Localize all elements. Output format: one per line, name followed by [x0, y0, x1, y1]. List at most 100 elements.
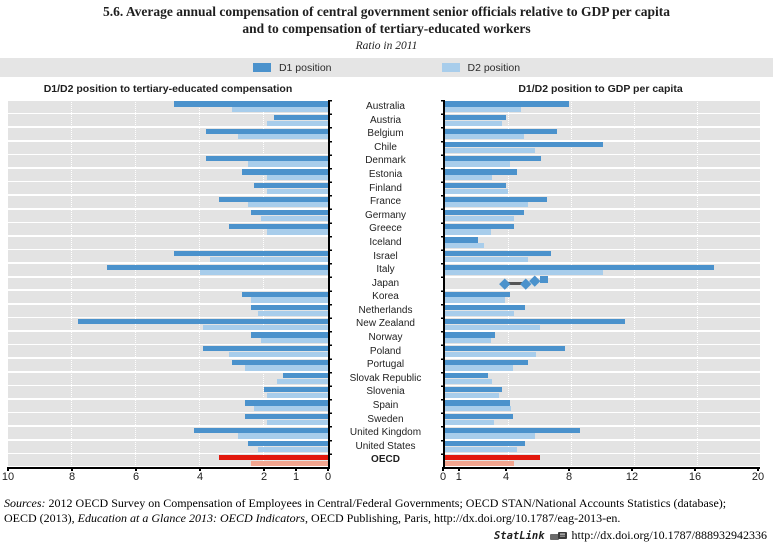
row-band	[8, 141, 328, 154]
axis-tick-label: 2	[260, 471, 268, 483]
bar-d1-sweden	[244, 414, 328, 420]
bar-d1-poland	[203, 346, 328, 352]
bar-d1-norway	[251, 332, 328, 338]
figure-title: 5.6. Average annual compensation of cent…	[0, 4, 773, 38]
bar-d2-korea	[251, 297, 328, 303]
bar-d2-new-zealand	[203, 324, 328, 330]
bar-d1-greece	[445, 223, 515, 229]
bar-d1-estonia	[445, 169, 518, 175]
axis-tick	[135, 467, 137, 471]
bar-d2-norway	[445, 338, 491, 344]
row-band	[8, 155, 328, 168]
row-band	[445, 182, 760, 195]
bar-d2-sweden	[267, 419, 328, 425]
row-band	[8, 372, 328, 385]
sources-text: Sources: 2012 OECD Survey on Compensatio…	[4, 496, 769, 525]
gridline	[263, 100, 264, 467]
row-band	[445, 236, 760, 249]
row-band	[445, 263, 760, 276]
figure-subtitle: Ratio in 2011	[355, 40, 418, 52]
bar-d2-greece	[267, 229, 328, 235]
bar-d2-slovak-republic	[445, 378, 493, 385]
bar-d2-spain	[445, 406, 512, 412]
bar-d1-australia	[174, 101, 328, 107]
bar-d2-united-kingdom	[238, 433, 328, 439]
bar-d1-austria	[273, 114, 328, 121]
bar-d1-united-states	[445, 441, 526, 447]
axis-tick	[757, 467, 759, 471]
axis-tick	[694, 467, 696, 471]
axis-tick	[295, 467, 297, 471]
country-label-portugal: Portugal	[366, 359, 405, 371]
bar-d2-netherlands	[445, 310, 515, 317]
bar-d2-slovenia	[445, 392, 499, 398]
row-band	[8, 236, 328, 249]
row-band	[445, 168, 760, 181]
axis-tick	[442, 467, 444, 471]
row-band	[8, 304, 328, 317]
bar-d2-portugal	[244, 365, 328, 371]
legend-label: D1 position	[278, 61, 332, 74]
axis-row-ticks	[328, 100, 332, 467]
row-band	[8, 100, 328, 113]
bar-d2-greece	[445, 229, 491, 235]
bar-d1-slovak-republic	[283, 373, 328, 379]
bar-d1-estonia	[241, 169, 328, 175]
sources-line1: 2012 OECD Survey on Compensation of Empl…	[45, 496, 727, 510]
gridline	[199, 100, 200, 467]
country-label-united-kingdom: United Kingdom	[349, 427, 422, 439]
country-label-korea: Korea	[372, 291, 399, 303]
row-band	[8, 359, 328, 372]
row-band	[8, 250, 328, 263]
statlink: StatLink http://dx.doi.org/10.1787/88893…	[494, 528, 767, 543]
row-band	[8, 209, 328, 222]
bar-d2-poland	[445, 351, 537, 357]
left-chart-title: D1/D2 position to tertiary-educated comp…	[43, 83, 293, 95]
bar-d1-slovenia	[445, 386, 502, 393]
row-band	[8, 182, 328, 195]
bar-d1-netherlands	[445, 305, 526, 311]
axis-tick-label: 8	[68, 471, 76, 483]
row-band	[445, 440, 760, 453]
japan-square-marker	[540, 275, 548, 284]
statlink-url[interactable]: http://dx.doi.org/10.1787/888932942336	[571, 528, 767, 542]
bar-d1-slovak-republic	[445, 373, 488, 379]
bar-d2-france	[445, 202, 529, 208]
country-label-new-zealand: New Zealand	[356, 318, 415, 330]
country-label-united-states: United States	[355, 440, 416, 452]
bar-d2-italy	[200, 270, 328, 276]
bar-d2-new-zealand	[445, 324, 540, 330]
row-band	[8, 223, 328, 236]
bar-d1-germany	[445, 210, 524, 216]
axis-tick-label: 0	[439, 471, 447, 483]
row-band	[8, 399, 328, 412]
country-label-sweden: Sweden	[367, 413, 404, 425]
axis-tick	[7, 467, 9, 471]
bar-d2-australia	[232, 107, 328, 113]
country-label-netherlands: Netherlands	[358, 304, 413, 316]
bar-d2-korea	[445, 297, 505, 303]
gridline	[135, 100, 136, 467]
bar-d2-austria	[445, 120, 502, 126]
bar-d1-finland	[445, 182, 507, 189]
bar-d2-australia	[445, 107, 521, 113]
axis-tick	[263, 467, 265, 471]
bar-d1-belgium	[445, 128, 557, 134]
japan-connector-line	[504, 282, 526, 285]
country-label-denmark: Denmark	[365, 155, 406, 167]
axis-tick-label: 4	[196, 471, 204, 483]
bar-d1-netherlands	[251, 305, 328, 311]
bar-d2-portugal	[445, 365, 513, 371]
country-label-japan: Japan	[371, 277, 400, 289]
row-band	[8, 291, 328, 304]
country-label-slovak-republic: Slovak Republic	[349, 372, 422, 384]
statlink-icon	[549, 531, 567, 541]
country-label-france: France	[369, 196, 402, 208]
row-band	[445, 345, 760, 358]
legend: D1 position D2 position	[0, 58, 773, 77]
axis-tick-label: 1	[292, 471, 300, 483]
row-band	[445, 399, 760, 412]
bar-d1-slovenia	[264, 386, 328, 393]
bar-d1-finland	[254, 182, 328, 189]
bar-d1-united-states	[248, 441, 328, 447]
